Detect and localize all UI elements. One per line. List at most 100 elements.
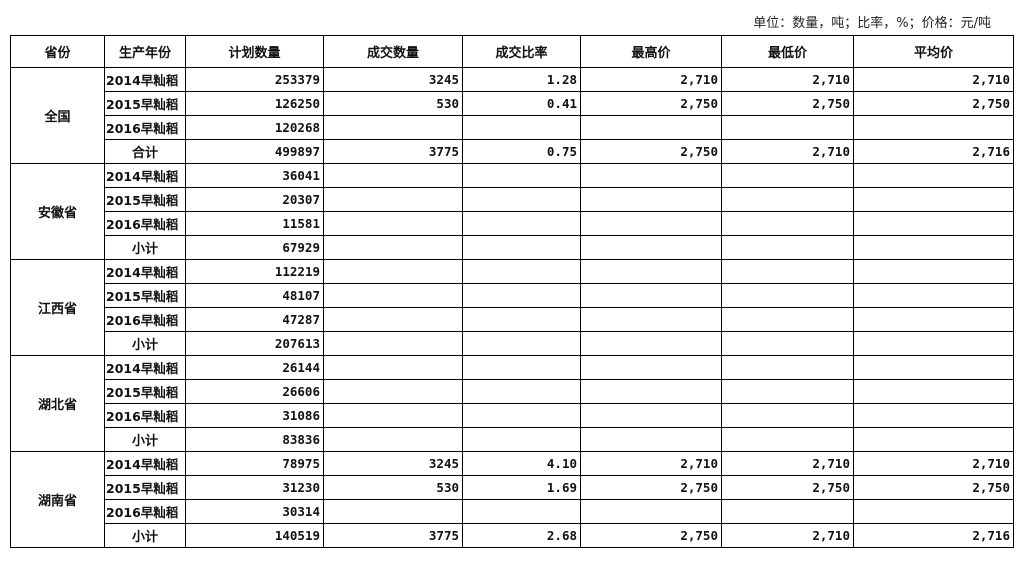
plan-qty-cell: 48107 — [185, 283, 324, 308]
plan-qty-cell: 31230 — [185, 475, 324, 500]
deal-qty-cell — [323, 403, 463, 428]
low-price-cell — [721, 331, 854, 356]
deal-qty-cell — [323, 499, 463, 524]
deal-qty-cell — [323, 235, 463, 260]
deal-ratio-cell — [462, 211, 581, 236]
table-row: 合计 499897 3775 0.75 2,750 2,710 2,716 — [11, 139, 1014, 164]
low-price-cell — [721, 283, 854, 308]
year-cell: 2014早籼稻 — [104, 451, 186, 476]
deal-qty-cell — [323, 427, 463, 452]
table-row: 小计 207613 — [11, 331, 1014, 356]
avg-price-cell — [853, 403, 1014, 428]
high-price-cell — [580, 163, 722, 188]
plan-qty-cell: 36041 — [185, 163, 324, 188]
deal-ratio-cell: 0.41 — [462, 91, 581, 116]
deal-qty-cell — [323, 355, 463, 380]
plan-qty-cell: 112219 — [185, 259, 324, 284]
header-deal-qty: 成交数量 — [323, 35, 463, 68]
deal-ratio-cell — [462, 427, 581, 452]
avg-price-cell — [853, 235, 1014, 260]
low-price-cell — [721, 403, 854, 428]
plan-qty-cell: 140519 — [185, 523, 324, 548]
plan-qty-cell: 30314 — [185, 499, 324, 524]
table-row: 小计 83836 — [11, 427, 1014, 452]
year-cell: 2016早籼稻 — [104, 403, 186, 428]
table-row: 安徽省 2014早籼稻 36041 — [10, 163, 1014, 260]
high-price-cell — [580, 379, 722, 404]
plan-qty-cell: 31086 — [185, 403, 324, 428]
deal-ratio-cell — [462, 163, 581, 188]
deal-qty-cell — [323, 379, 463, 404]
year-cell: 2016早籼稻 — [104, 307, 186, 332]
province-cell: 安徽省 — [10, 163, 105, 260]
avg-price-cell: 2,750 — [853, 475, 1014, 500]
deal-qty-cell — [323, 211, 463, 236]
deal-ratio-cell — [462, 331, 581, 356]
high-price-cell — [580, 331, 722, 356]
high-price-cell — [580, 403, 722, 428]
low-price-cell: 2,710 — [721, 67, 854, 92]
avg-price-cell: 2,750 — [853, 91, 1014, 116]
deal-ratio-cell — [462, 283, 581, 308]
deal-ratio-cell: 2.68 — [462, 523, 581, 548]
avg-price-cell — [853, 259, 1014, 284]
plan-qty-cell: 126250 — [185, 91, 324, 116]
plan-qty-cell: 26606 — [185, 379, 324, 404]
avg-price-cell: 2,716 — [853, 523, 1014, 548]
low-price-cell: 2,710 — [721, 523, 854, 548]
low-price-cell: 2,750 — [721, 475, 854, 500]
table-row: 2015早籼稻 48107 — [11, 283, 1014, 308]
plan-qty-cell: 67929 — [185, 235, 324, 260]
year-cell: 2014早籼稻 — [104, 259, 186, 284]
plan-qty-cell: 120268 — [185, 115, 324, 140]
high-price-cell: 2,710 — [580, 451, 722, 476]
plan-qty-cell: 20307 — [185, 187, 324, 212]
header-low-price: 最低价 — [721, 35, 854, 68]
plan-qty-cell: 11581 — [185, 211, 324, 236]
high-price-cell — [580, 115, 722, 140]
deal-qty-cell — [323, 259, 463, 284]
header-high-price: 最高价 — [580, 35, 722, 68]
deal-qty-cell — [323, 115, 463, 140]
low-price-cell — [721, 499, 854, 524]
low-price-cell — [721, 115, 854, 140]
header-deal-ratio: 成交比率 — [462, 35, 581, 68]
plan-qty-cell: 499897 — [185, 139, 324, 164]
year-cell: 小计 — [104, 427, 186, 452]
year-cell: 2014早籼稻 — [104, 67, 186, 92]
table-row: 2016早籼稻 31086 — [11, 403, 1014, 428]
year-cell: 2015早籼稻 — [104, 187, 186, 212]
deal-ratio-cell — [462, 379, 581, 404]
table-row: 2016早籼稻 30314 — [11, 499, 1014, 524]
year-cell: 小计 — [104, 235, 186, 260]
year-cell: 2016早籼稻 — [104, 211, 186, 236]
high-price-cell: 2,750 — [580, 91, 722, 116]
low-price-cell — [721, 211, 854, 236]
plan-qty-cell: 47287 — [185, 307, 324, 332]
deal-ratio-cell — [462, 115, 581, 140]
unit-note: 单位：数量，吨；比率，%；价格：元/吨 — [753, 16, 991, 31]
deal-ratio-cell — [462, 259, 581, 284]
table-row: 2015早籼稻 20307 — [11, 187, 1014, 212]
high-price-cell — [580, 259, 722, 284]
deal-ratio-cell: 1.69 — [462, 475, 581, 500]
table-row: 湖北省 2014早籼稻 26144 — [10, 355, 1014, 452]
year-cell: 2014早籼稻 — [104, 163, 186, 188]
header-row: 省份 生产年份 计划数量 成交数量 成交比率 最高价 最低价 平均价 — [10, 35, 1014, 68]
plan-qty-cell: 83836 — [185, 427, 324, 452]
high-price-cell — [580, 235, 722, 260]
low-price-cell — [721, 163, 854, 188]
avg-price-cell — [853, 163, 1014, 188]
header-avg-price: 平均价 — [853, 35, 1014, 68]
year-cell: 2014早籼稻 — [104, 355, 186, 380]
low-price-cell — [721, 235, 854, 260]
header-province: 省份 — [10, 35, 105, 68]
avg-price-cell — [853, 283, 1014, 308]
deal-qty-cell: 3245 — [323, 67, 463, 92]
header-year: 生产年份 — [104, 35, 186, 68]
deal-ratio-cell — [462, 235, 581, 260]
low-price-cell — [721, 355, 854, 380]
deal-qty-cell: 3775 — [323, 139, 463, 164]
table-body: 全国 2014早籼稻 253379 3245 1.28 2,710 2,710 2,710 20… — [10, 67, 1014, 548]
deal-qty-cell: 3245 — [323, 451, 463, 476]
